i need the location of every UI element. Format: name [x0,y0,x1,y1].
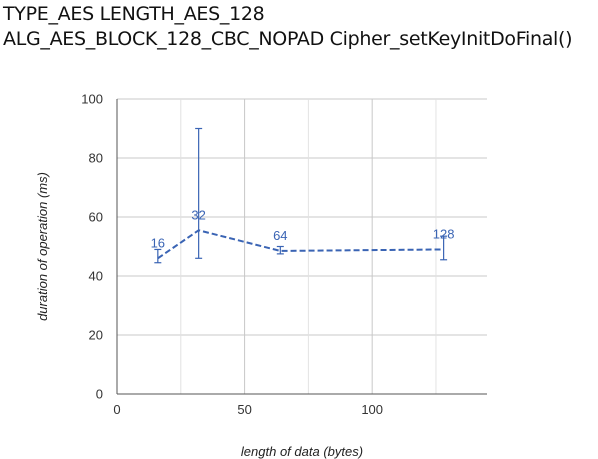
series-line [157,229,444,260]
y-axis-label: duration of operation (ms) [35,172,50,321]
x-tick-label: 50 [237,402,251,417]
chart-title: TYPE_AES LENGTH_AES_128 ALG_AES_BLOCK_12… [3,2,573,52]
x-axis-ticks: 0 50 100 [113,402,383,417]
y-tick-label: 60 [89,210,103,225]
data-label: 16 [151,235,165,250]
y-tick-label: 100 [81,92,103,107]
error-bars [154,127,448,264]
y-tick-label: 40 [89,269,103,284]
data-label: 128 [433,226,455,241]
x-tick-label: 0 [113,402,120,417]
data-label: 32 [191,207,205,222]
x-axis-label: length of data (bytes) [241,444,363,459]
y-tick-label: 0 [96,387,103,402]
grid-lines [117,98,487,395]
chart-title-line-2: ALG_AES_BLOCK_128_CBC_NOPAD Cipher_setKe… [3,28,573,50]
data-label: 64 [273,228,287,243]
x-tick-label: 100 [361,402,383,417]
axes [116,99,487,395]
y-tick-label: 80 [89,151,103,166]
y-axis-ticks: 0 20 40 60 80 100 [81,92,103,402]
chart-title-line-1: TYPE_AES LENGTH_AES_128 [3,3,265,25]
series-lines [157,229,444,260]
data-labels: 16 32 64 128 [151,207,455,250]
y-tick-label: 20 [89,328,103,343]
